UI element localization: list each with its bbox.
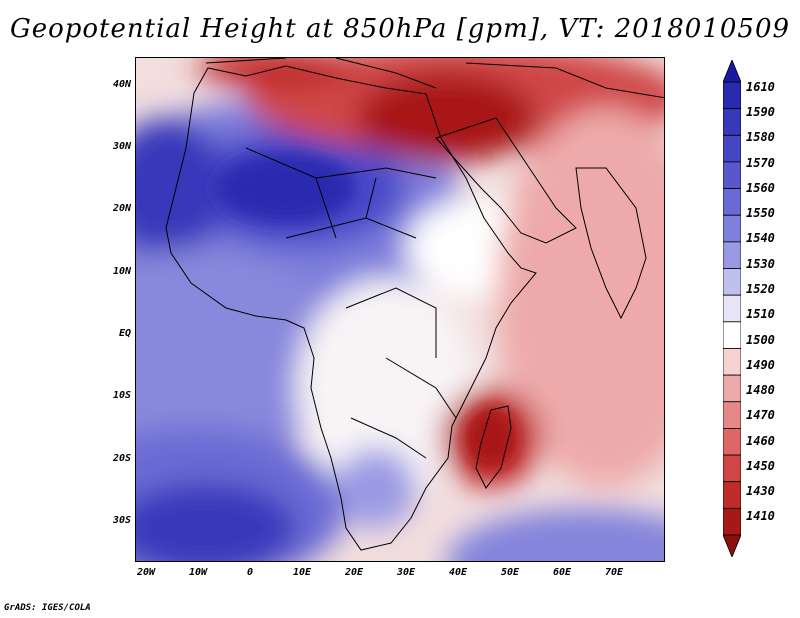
colorbar-label: 1580 (746, 130, 775, 144)
colorbar-segment (723, 188, 741, 216)
colorbar-segment (723, 507, 741, 536)
colorbar-segment (723, 374, 741, 403)
lon-label: 0 (246, 567, 254, 578)
colorbar-label: 1490 (746, 358, 775, 372)
lon-label: 10W (188, 567, 208, 578)
indian-ocean-low-region (496, 108, 664, 488)
eastern-med-low-core (356, 73, 536, 163)
colorbar-segment (723, 428, 741, 456)
height-field-blobs (136, 58, 664, 561)
colorbar-top-triangle (723, 60, 741, 83)
europe-coastline (205, 58, 664, 99)
coastlines (165, 58, 664, 551)
lon-label: 50E (500, 567, 520, 578)
colorbar-label: 1480 (746, 383, 775, 397)
colorbar-segment (723, 214, 741, 243)
lat-label: 30S (112, 515, 131, 526)
lon-label: 10E (292, 567, 312, 578)
central-africa-neutral (296, 278, 476, 498)
colorbar-label: 1410 (746, 509, 775, 523)
lon-label: 30E (396, 567, 416, 578)
south-atlantic-high-core (136, 483, 296, 561)
sahara-high-inner (216, 153, 356, 223)
colorbar-label: 1520 (746, 282, 775, 296)
atlantic-high-core (136, 118, 226, 258)
country-borders (245, 147, 457, 459)
arabia-coastline (435, 117, 577, 244)
colorbar (723, 60, 741, 557)
colorbar-label: 1430 (746, 484, 775, 498)
colorbar-label: 1540 (746, 231, 775, 245)
colorbar-segment (723, 268, 741, 296)
africa-coastline (165, 65, 537, 551)
lat-label: 10S (112, 390, 131, 401)
lat-label: 40N (112, 79, 131, 90)
geopotential-field (136, 58, 664, 561)
gulf-of-guinea-high (136, 248, 346, 468)
colorbar-segment (723, 161, 741, 189)
western-med-low (196, 58, 356, 88)
lat-label: EQ (118, 328, 131, 339)
lat-label: 10N (112, 266, 131, 277)
colorbar-segment (723, 454, 741, 483)
colorbar-segment (723, 401, 741, 429)
colorbar-segment (723, 241, 741, 269)
colorbar-label: 1500 (746, 333, 775, 347)
colorbar-segment (723, 108, 741, 136)
colorbar-label: 1470 (746, 408, 775, 422)
field-details (216, 153, 516, 468)
colorbar-segment (723, 294, 741, 323)
colorbar-label: 1590 (746, 105, 775, 119)
lat-label: 30N (112, 141, 131, 152)
colorbar-label: 1450 (746, 459, 775, 473)
colorbar-segment (723, 81, 741, 110)
lon-label: 60E (552, 567, 572, 578)
colorbar-label: 1510 (746, 307, 775, 321)
colorbar-label: 1560 (746, 181, 775, 195)
colorbar-segment (723, 321, 741, 349)
grads-credit: GrADS: IGES/COLA (4, 603, 91, 613)
colorbar-segment (723, 348, 741, 376)
india-coastline (575, 167, 647, 320)
lon-label: 40E (448, 567, 468, 578)
colorbar-label: 1570 (746, 156, 775, 170)
map-plot-area (135, 57, 665, 562)
southern-indian-ocean-high (446, 508, 664, 561)
lon-label: 20E (344, 567, 364, 578)
lon-label: 70E (604, 567, 624, 578)
colorbar-label: 1610 (746, 80, 775, 94)
lat-label: 20S (112, 453, 131, 464)
lon-label: 20W (136, 567, 156, 578)
map-title: Geopotential Height at 850hPa [gpm], VT:… (9, 14, 791, 44)
colorbar-segment (723, 134, 741, 163)
colorbar-label: 1530 (746, 257, 775, 271)
colorbar-bottom-triangle (723, 534, 741, 557)
colorbar-segment (723, 481, 741, 509)
colorbar-label: 1550 (746, 206, 775, 220)
southern-africa-high (336, 448, 416, 528)
madagascar-coastline (475, 405, 512, 489)
colorbar-label: 1460 (746, 434, 775, 448)
lat-label: 20N (112, 203, 131, 214)
